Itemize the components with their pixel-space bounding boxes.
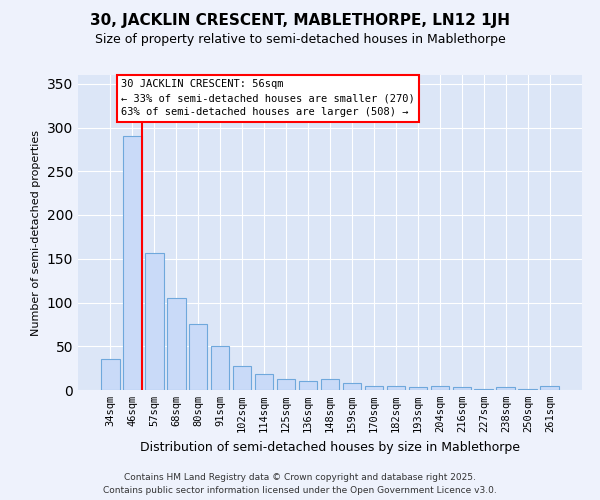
Bar [431,386,449,390]
X-axis label: Distribution of semi-detached houses by size in Mablethorpe: Distribution of semi-detached houses by … [140,440,520,454]
Bar [189,324,208,390]
Bar [167,298,185,390]
Y-axis label: Number of semi-detached properties: Number of semi-detached properties [31,130,41,336]
Bar [475,389,493,390]
Bar [541,386,559,390]
Bar [211,346,229,390]
Bar [409,388,427,390]
Text: 30, JACKLIN CRESCENT, MABLETHORPE, LN12 1JH: 30, JACKLIN CRESCENT, MABLETHORPE, LN12 … [90,12,510,28]
Bar [145,252,164,390]
Bar [320,378,340,390]
Bar [255,374,274,390]
Bar [101,360,119,390]
Bar [518,389,537,390]
Bar [365,386,383,390]
Bar [452,388,471,390]
Bar [233,366,251,390]
Bar [277,378,295,390]
Bar [496,388,515,390]
Text: 30 JACKLIN CRESCENT: 56sqm
← 33% of semi-detached houses are smaller (270)
63% o: 30 JACKLIN CRESCENT: 56sqm ← 33% of semi… [121,80,415,118]
Bar [386,386,405,390]
Bar [123,136,142,390]
Bar [343,383,361,390]
Text: Size of property relative to semi-detached houses in Mablethorpe: Size of property relative to semi-detach… [95,32,505,46]
Bar [299,381,317,390]
Text: Contains HM Land Registry data © Crown copyright and database right 2025.
Contai: Contains HM Land Registry data © Crown c… [103,474,497,495]
